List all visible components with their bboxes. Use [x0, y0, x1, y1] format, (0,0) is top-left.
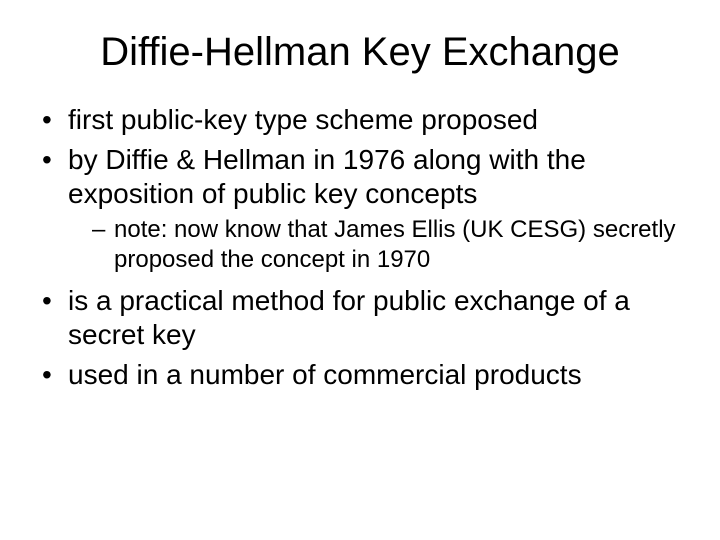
list-item: by Diffie & Hellman in 1976 along with t… — [40, 143, 680, 274]
slide: Diffie-Hellman Key Exchange first public… — [0, 0, 720, 540]
bullet-text: used in a number of commercial products — [68, 359, 582, 390]
bullet-list: first public-key type scheme proposed by… — [40, 103, 680, 392]
bullet-text: note: now know that James Ellis (UK CESG… — [114, 216, 676, 272]
bullet-text: first public-key type scheme proposed — [68, 104, 538, 135]
sub-bullet-list: note: now know that James Ellis (UK CESG… — [68, 215, 680, 274]
list-item: used in a number of commercial products — [40, 358, 680, 392]
bullet-text: is a practical method for public exchang… — [68, 285, 630, 350]
list-item: is a practical method for public exchang… — [40, 284, 680, 352]
list-item: note: now know that James Ellis (UK CESG… — [92, 215, 680, 274]
bullet-text: by Diffie & Hellman in 1976 along with t… — [68, 144, 586, 209]
list-item: first public-key type scheme proposed — [40, 103, 680, 137]
slide-title: Diffie-Hellman Key Exchange — [40, 30, 680, 75]
